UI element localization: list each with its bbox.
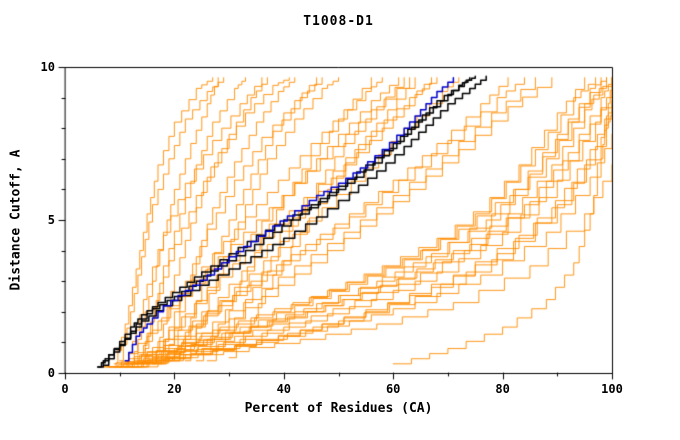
y-tick-label: 5 [47,213,55,227]
x-tick-label: 80 [495,382,510,396]
x-tick-label: 60 [385,382,401,396]
x-axis-label: Percent of Residues (CA) [244,401,433,416]
x-tick-label: 40 [276,382,292,396]
x-tick-label: 20 [167,382,182,396]
y-tick-label: 10 [40,60,55,74]
x-tick-label: 0 [61,382,69,396]
y-axis-label: Distance Cutoff, A [8,149,24,291]
y-tick-label: 0 [47,366,55,380]
x-tick-label: 100 [601,382,623,396]
chart-title: T1008-D1 [303,14,374,29]
